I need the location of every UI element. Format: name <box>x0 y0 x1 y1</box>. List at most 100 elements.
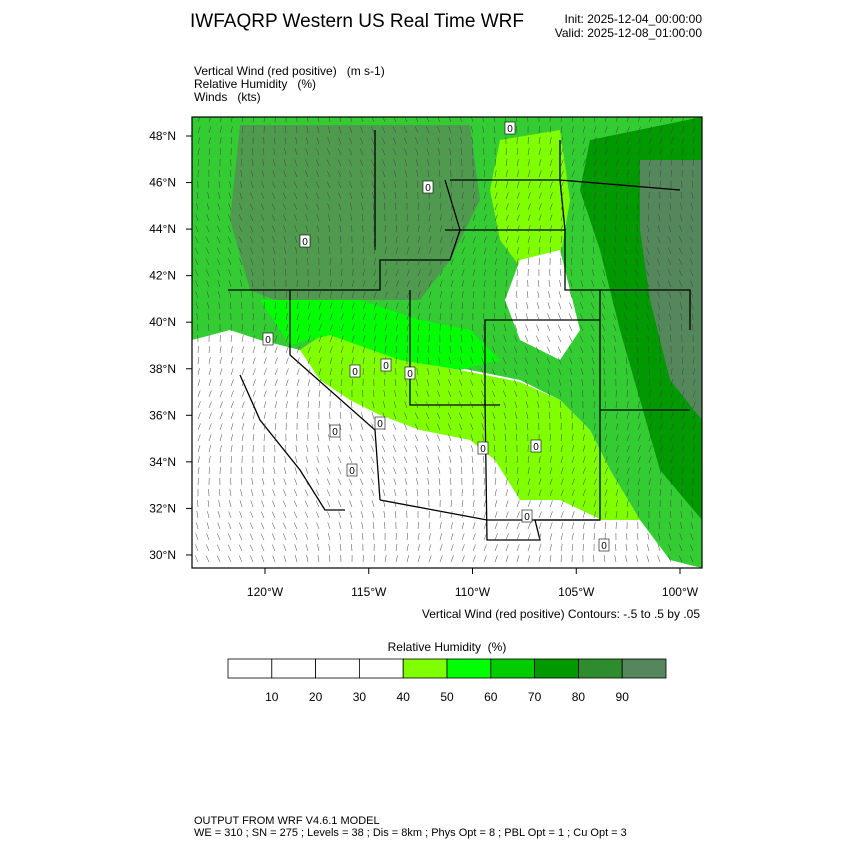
wind-barb <box>370 445 375 453</box>
wind-barb <box>294 159 298 167</box>
wind-barb <box>439 203 442 211</box>
wind-barb <box>681 148 684 156</box>
wind-barb <box>571 445 574 453</box>
wind-barb <box>283 225 287 233</box>
wind-barb <box>371 170 375 178</box>
lat-label: 46°N <box>149 176 176 190</box>
wind-barb <box>372 203 375 211</box>
wind-barb <box>648 456 652 464</box>
wind-barb <box>670 467 673 475</box>
wind-barb <box>483 478 485 486</box>
wind-barb <box>691 500 694 508</box>
wind-barb <box>516 478 519 486</box>
wind-barb <box>205 258 210 266</box>
wind-barb <box>272 500 276 508</box>
wind-barb <box>483 456 485 464</box>
wind-barb <box>557 346 562 354</box>
wind-barb <box>426 148 430 156</box>
wind-barb <box>637 423 641 431</box>
wind-barb <box>384 544 386 552</box>
wind-barb <box>329 335 333 343</box>
wind-barb <box>602 346 606 354</box>
wind-barb <box>304 500 309 508</box>
wind-barb <box>648 390 651 398</box>
wind-barb <box>362 258 365 266</box>
wind-barb <box>384 379 386 387</box>
wind-barb <box>296 401 299 409</box>
wind-barb <box>516 214 520 222</box>
wind-barb <box>492 346 496 354</box>
wind-barb <box>219 445 222 453</box>
wind-barb <box>681 478 683 486</box>
wind-barb <box>560 148 564 156</box>
wind-barb <box>392 434 397 442</box>
wind-barb <box>690 291 694 299</box>
wind-barb <box>646 302 650 310</box>
wind-barb <box>450 478 452 486</box>
wind-barb <box>692 434 696 442</box>
contour-label: 0 <box>425 183 431 194</box>
wind-barb <box>670 335 672 343</box>
wind-barb <box>350 533 353 541</box>
wind-barb <box>307 280 309 288</box>
wind-barb <box>636 544 639 552</box>
wind-barb <box>538 544 542 552</box>
wind-barb <box>263 324 266 332</box>
wind-barb <box>549 236 552 244</box>
wind-barb <box>514 390 518 398</box>
wind-barb <box>459 379 463 387</box>
wind-barb <box>560 500 564 508</box>
wind-barb <box>472 269 476 277</box>
wind-barb <box>307 335 311 343</box>
wind-barb <box>227 544 232 552</box>
wind-barb <box>658 522 661 530</box>
wind-barb <box>483 192 487 200</box>
wind-barb <box>579 313 584 321</box>
wind-barb <box>373 269 377 277</box>
wind-barb <box>461 511 464 519</box>
wind-barb <box>472 258 476 266</box>
wind-barb <box>571 533 574 541</box>
wind-barb <box>427 489 430 497</box>
wind-barb <box>349 445 353 453</box>
wind-barb <box>262 478 265 486</box>
wind-barb <box>293 192 298 200</box>
wind-barb <box>549 203 553 211</box>
wind-barb <box>305 225 309 233</box>
wind-barb <box>590 302 595 310</box>
wind-barb <box>307 291 310 299</box>
wind-barb <box>395 225 398 233</box>
wind-barb <box>681 434 685 442</box>
wind-barb <box>691 511 694 519</box>
wind-barb <box>261 181 265 189</box>
wind-barb <box>670 192 672 200</box>
wind-barb <box>681 357 684 365</box>
wind-barb <box>383 203 386 211</box>
wind-barb <box>692 390 696 398</box>
wind-barb <box>285 335 289 343</box>
wind-barb <box>394 379 397 387</box>
wind-barb <box>273 269 276 277</box>
wind-barb <box>249 236 254 244</box>
wind-barb <box>428 225 432 233</box>
wind-barb <box>548 280 551 288</box>
wind-barb <box>692 346 695 354</box>
wind-barb <box>283 533 287 541</box>
wind-barb <box>505 181 509 189</box>
wind-barb <box>261 511 265 519</box>
wind-barb <box>505 258 508 266</box>
wind-barb <box>195 302 199 310</box>
wind-barb <box>459 434 463 442</box>
wind-barb <box>637 401 640 409</box>
wind-barb <box>327 214 331 222</box>
wind-barb <box>659 159 662 167</box>
wind-barb <box>360 500 364 508</box>
wind-barb <box>670 434 674 442</box>
wind-barb <box>657 555 661 563</box>
wind-barb <box>514 412 518 420</box>
wind-barb <box>218 489 221 497</box>
wind-barb <box>582 456 586 464</box>
wind-barb <box>692 456 695 464</box>
wind-barb <box>438 357 441 365</box>
wind-barb <box>604 126 608 134</box>
